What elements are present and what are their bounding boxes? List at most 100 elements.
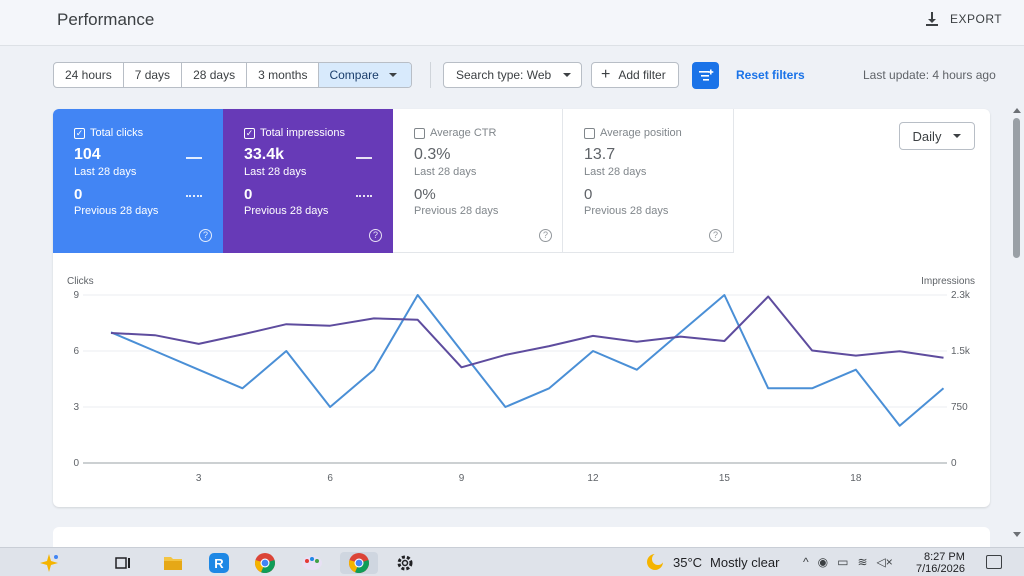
notification-icon[interactable] — [986, 555, 1002, 569]
help-icon[interactable]: ? — [199, 229, 212, 242]
metric-tile-total-clicks[interactable]: ✓ Total clicks 104 Last 28 days 0 Previo… — [53, 109, 223, 253]
compare-label: Compare — [329, 68, 379, 82]
metric-period: Last 28 days — [414, 166, 477, 178]
metric-header: ✓ Total impressions — [244, 127, 393, 139]
chrome-active-icon[interactable] — [340, 552, 378, 574]
metric-previous-value: 0 — [584, 186, 593, 203]
windows-taskbar: R 35°C Mostly clear ^ ◉ ▭ ≋ ◁× 8:27 PM 7… — [0, 547, 1024, 576]
metric-header: ✓ Total clicks — [74, 127, 223, 139]
metric-label: Average CTR — [430, 127, 497, 139]
metric-previous-value: 0% — [414, 186, 436, 203]
impressions-series-line[interactable] — [110, 295, 944, 369]
range-24-hours-button[interactable]: 24 hours — [54, 63, 124, 87]
help-icon[interactable]: ? — [709, 229, 722, 242]
export-button[interactable]: EXPORT — [924, 11, 1002, 27]
metric-value: 104 — [74, 146, 101, 163]
y-left-tick-label: 9 — [73, 290, 79, 301]
wifi-icon[interactable]: ≋ — [857, 555, 868, 569]
solid-line-legend-icon — [356, 157, 372, 159]
metric-period: Last 28 days — [584, 166, 647, 178]
plus-icon: + — [601, 66, 611, 83]
queries-card — [53, 527, 990, 547]
solid-line-legend-icon — [186, 157, 202, 159]
search-type-dropdown[interactable]: Search type: Web — [443, 62, 583, 88]
download-icon — [926, 12, 938, 26]
y-left-tick-label: 0 — [73, 458, 79, 469]
metric-previous-period: Previous 28 days — [244, 205, 329, 217]
metric-value: 33.4k — [244, 146, 285, 163]
page-header: Performance EXPORT — [0, 0, 1024, 46]
weather-condition: Mostly clear — [710, 554, 780, 570]
granularity-dropdown[interactable]: Daily — [899, 122, 975, 150]
help-icon[interactable]: ? — [369, 229, 382, 242]
x-tick-label: 12 — [587, 473, 599, 484]
range-7-days-button[interactable]: 7 days — [124, 63, 183, 87]
clicks-series-line[interactable] — [110, 294, 945, 427]
metric-tile-total-impressions[interactable]: ✓ Total impressions 33.4k Last 28 days 0… — [223, 109, 393, 253]
search-type-label: Search type: Web — [456, 68, 552, 82]
reset-filters-link[interactable]: Reset filters — [736, 68, 805, 82]
y-right-tick-label: 2.3k — [951, 290, 971, 301]
export-label: EXPORT — [950, 12, 1003, 26]
performance-line-chart[interactable]: Clicks Impressions 0 3 6 9 0 750 1.5k 2.3k 3 6 9 12… — [53, 109, 990, 507]
metric-tile-average-ctr[interactable]: Average CTR 0.3% Last 28 days 0% Previou… — [393, 109, 563, 253]
metric-period: Last 28 days — [244, 166, 307, 178]
svg-text:R: R — [214, 556, 224, 571]
metric-previous-value: 0 — [74, 186, 83, 203]
add-filter-label: Add filter — [618, 68, 666, 82]
checkbox-checked-icon[interactable]: ✓ — [244, 127, 255, 139]
display-icon[interactable]: ▭ — [837, 555, 849, 569]
chevron-down-icon — [953, 134, 962, 138]
microphone-icon[interactable]: ◉ — [817, 555, 829, 569]
chrome-icon[interactable] — [254, 552, 276, 574]
metric-tile-average-position[interactable]: Average position 13.7 Last 28 days 0 Pre… — [563, 109, 734, 253]
metric-previous-period: Previous 28 days — [584, 205, 669, 217]
page-title: Performance — [57, 10, 155, 29]
metric-header: Average position — [584, 127, 733, 139]
metric-label: Total clicks — [90, 127, 144, 139]
scroll-up-arrow-icon[interactable] — [1013, 108, 1021, 113]
toolbar-divider — [430, 62, 431, 88]
y-right-tick-label: 1.5k — [951, 346, 971, 357]
chevron-down-icon — [563, 73, 572, 77]
file-explorer-icon[interactable] — [162, 552, 184, 574]
settings-gear-icon[interactable] — [394, 552, 416, 574]
range-3-months-button[interactable]: 3 months — [247, 63, 320, 87]
chevron-up-icon[interactable]: ^ — [803, 555, 809, 569]
range-28-days-button[interactable]: 28 days — [182, 63, 248, 87]
metric-value: 13.7 — [584, 146, 616, 163]
checkbox-unchecked-icon[interactable] — [584, 127, 595, 139]
metric-label: Total impressions — [260, 127, 345, 139]
paint-icon[interactable] — [301, 552, 323, 574]
left-axis-label: Clicks — [67, 276, 94, 287]
scrollbar-thumb[interactable] — [1013, 118, 1020, 258]
metric-period: Last 28 days — [74, 166, 137, 178]
y-right-tick-label: 0 — [951, 458, 957, 469]
clock-date: 7/16/2026 — [916, 563, 965, 575]
checkbox-unchecked-icon[interactable] — [414, 127, 425, 139]
app-r-icon[interactable]: R — [208, 552, 230, 574]
filter-toolbar: 24 hours 7 days 28 days 3 months Compare… — [0, 56, 1024, 94]
checkbox-checked-icon[interactable]: ✓ — [74, 127, 85, 139]
right-axis-label: Impressions — [921, 276, 975, 287]
y-left-tick-label: 6 — [73, 346, 79, 357]
x-tick-label: 18 — [850, 473, 862, 484]
weather-temperature: 35°C — [673, 554, 703, 570]
scroll-down-arrow-icon[interactable] — [1013, 532, 1021, 537]
x-tick-label: 3 — [196, 473, 202, 484]
filter-settings-button[interactable] — [692, 62, 719, 89]
system-clock[interactable]: 8:27 PM 7/16/2026 — [916, 551, 965, 575]
weather-widget[interactable]: 35°C Mostly clear — [645, 551, 779, 573]
task-view-icon[interactable] — [113, 552, 135, 574]
speaker-muted-icon[interactable]: ◁× — [876, 555, 893, 569]
dotted-line-legend-icon — [356, 195, 372, 197]
filter-list-icon — [698, 69, 713, 81]
copilot-sparkle-icon[interactable] — [38, 552, 60, 574]
y-left-tick-label: 3 — [73, 402, 79, 413]
help-icon[interactable]: ? — [539, 229, 552, 242]
chevron-down-icon — [388, 73, 397, 77]
compare-dropdown[interactable]: Compare — [319, 63, 411, 87]
date-range-group: 24 hours 7 days 28 days 3 months Compare — [53, 62, 412, 88]
add-filter-button[interactable]: + Add filter — [591, 62, 679, 88]
page-scrollbar[interactable] — [1010, 108, 1022, 544]
